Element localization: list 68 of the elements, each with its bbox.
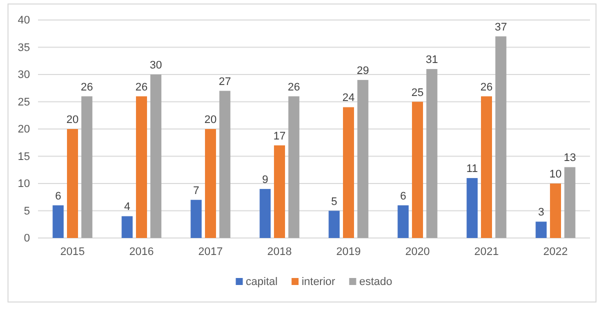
- x-tick-label: 2015: [60, 246, 85, 258]
- bar: [260, 188, 271, 238]
- bar: [274, 145, 286, 238]
- bar: [426, 69, 438, 238]
- data-label: 10: [549, 168, 562, 180]
- bar: [219, 90, 230, 238]
- bar: [564, 167, 576, 238]
- data-label: 5: [331, 196, 338, 208]
- y-tick-label: 10: [18, 178, 30, 190]
- y-tick-label: 5: [24, 205, 30, 218]
- y-tick-label: 0: [24, 232, 30, 245]
- data-label: 37: [494, 21, 507, 34]
- bar: [52, 205, 64, 238]
- bar: [150, 74, 162, 238]
- data-label: 26: [135, 81, 148, 94]
- bar: [342, 107, 354, 238]
- bar: [288, 96, 300, 238]
- bar: [480, 96, 492, 238]
- x-tick-label: 2017: [198, 246, 223, 258]
- x-tick-label: 2022: [543, 246, 568, 258]
- y-tick-label: 35: [18, 42, 30, 54]
- data-label: 17: [273, 130, 286, 142]
- bar: [204, 129, 216, 238]
- bar: [357, 80, 368, 238]
- bar: [328, 210, 340, 238]
- data-label: 13: [564, 152, 576, 164]
- x-tick-label: 2018: [267, 246, 292, 258]
- bar: [136, 96, 148, 238]
- data-label: 6: [55, 190, 62, 202]
- data-label: 31: [426, 54, 438, 66]
- data-label: 26: [480, 81, 493, 94]
- data-label: 25: [411, 86, 424, 99]
- legend-label: interior: [302, 276, 336, 288]
- y-tick-label: 15: [18, 150, 30, 163]
- x-tick-label: 2016: [129, 246, 154, 258]
- bar: [536, 222, 547, 238]
- data-label: 29: [356, 64, 369, 77]
- x-tick-label: 2021: [474, 246, 499, 258]
- y-tick-label: 25: [18, 96, 30, 108]
- bar: [66, 129, 78, 238]
- bar: [190, 200, 202, 238]
- data-label: 24: [342, 92, 355, 104]
- data-label: 3: [538, 206, 544, 219]
- data-label: 26: [288, 81, 300, 94]
- data-label: 27: [218, 76, 231, 88]
- legend-label: estado: [359, 276, 392, 288]
- bar: [81, 96, 92, 238]
- data-label: 30: [150, 60, 162, 72]
- data-label: 9: [262, 174, 268, 186]
- legend-label: capital: [246, 276, 278, 288]
- x-tick-label: 2019: [336, 246, 361, 258]
- data-label: 26: [80, 81, 93, 94]
- bar: [550, 184, 562, 238]
- data-label: 20: [66, 114, 79, 126]
- data-label: 20: [204, 114, 217, 126]
- data-label: 4: [124, 201, 130, 214]
- bar: [495, 36, 506, 238]
- data-label: 6: [400, 190, 406, 202]
- data-label: 7: [193, 184, 200, 197]
- bar: [122, 216, 133, 238]
- y-tick-label: 40: [18, 14, 30, 27]
- data-label: 11: [466, 163, 478, 176]
- bar: [466, 178, 478, 238]
- x-tick-label: 2020: [405, 246, 430, 258]
- bar: [398, 205, 409, 238]
- y-tick-label: 20: [18, 124, 30, 136]
- bar: [412, 102, 424, 238]
- y-tick-label: 30: [18, 69, 30, 82]
